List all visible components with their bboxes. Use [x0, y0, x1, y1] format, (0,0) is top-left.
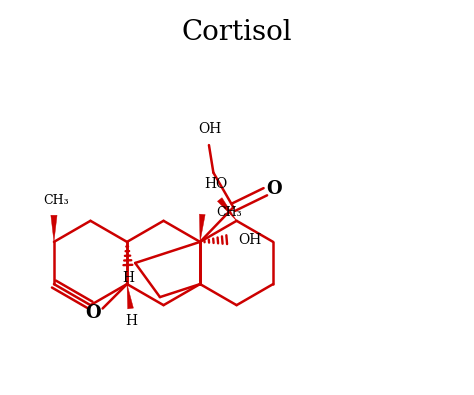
- Text: O: O: [85, 304, 100, 322]
- Text: H: H: [122, 271, 134, 285]
- Text: CH₃: CH₃: [217, 206, 242, 219]
- Text: CH₃: CH₃: [43, 194, 69, 207]
- Polygon shape: [200, 214, 205, 242]
- Text: OH: OH: [198, 122, 221, 136]
- Text: O: O: [266, 181, 282, 199]
- Polygon shape: [127, 284, 133, 309]
- Text: OH: OH: [238, 233, 261, 246]
- Text: H: H: [126, 314, 137, 328]
- Polygon shape: [51, 215, 57, 242]
- Title: Cortisol: Cortisol: [182, 19, 292, 46]
- Text: HO: HO: [205, 177, 228, 192]
- Polygon shape: [218, 198, 237, 221]
